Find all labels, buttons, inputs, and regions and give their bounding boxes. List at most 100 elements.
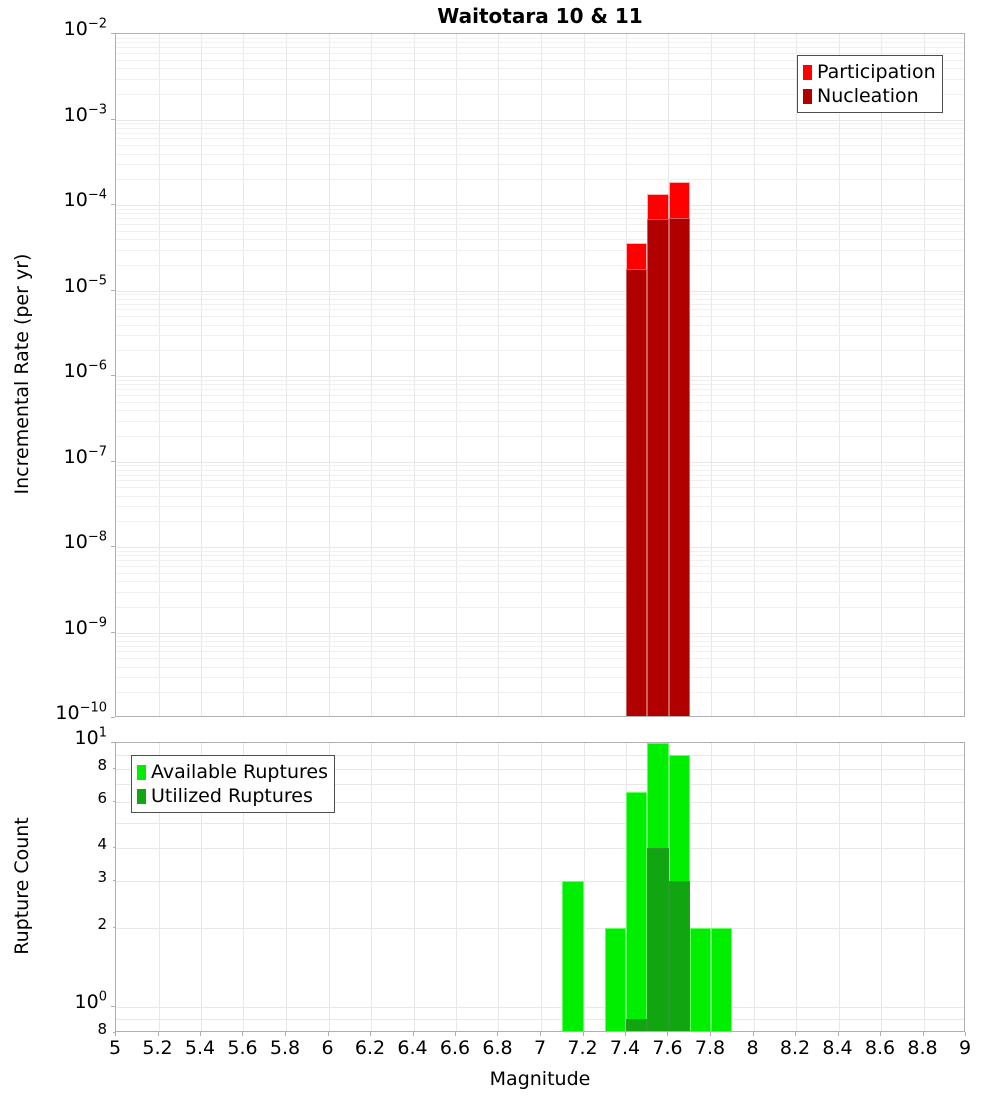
gridline-horizontal	[116, 755, 964, 756]
gridline-horizontal-minor	[116, 521, 964, 522]
gridline-vertical	[329, 34, 330, 716]
gridline-vertical	[371, 743, 372, 1031]
xtick-mark	[455, 1032, 456, 1036]
xtick-5.6: 5.6	[227, 1037, 258, 1059]
ytick-mark-minor	[113, 1032, 115, 1033]
ytick-exponent: −10	[79, 700, 107, 716]
ytick-mark	[111, 33, 115, 34]
xtick-mark	[328, 1032, 329, 1036]
gridline-vertical	[754, 743, 755, 1031]
gridline-horizontal-minor	[116, 651, 964, 652]
gridline-horizontal-minor	[116, 79, 964, 80]
ytick-mantissa: 10	[74, 727, 99, 749]
gridline-vertical	[881, 743, 882, 1031]
ytick-exponent: 1	[98, 725, 107, 741]
gridline-vertical	[541, 743, 542, 1031]
gridline-vertical	[584, 34, 585, 716]
gridline-horizontal-minor	[116, 560, 964, 561]
bottom-ytick-1: 101	[7, 725, 107, 749]
top-ytick--9: 10−9	[7, 616, 107, 638]
gridline-horizontal-minor	[116, 239, 964, 240]
legend-label-available-ruptures: Available Ruptures	[151, 760, 328, 783]
top-legend[interactable]: Participation Nucleation	[797, 55, 943, 113]
gridline-vertical	[159, 34, 160, 716]
xtick-mark	[965, 1032, 966, 1036]
xtick-mark	[115, 1032, 116, 1036]
gridline-horizontal-minor	[116, 154, 964, 155]
xtick-6.8: 6.8	[482, 1037, 513, 1059]
gridline-horizontal-minor	[116, 389, 964, 390]
ytick-mark	[111, 461, 115, 462]
gridline-vertical	[796, 34, 797, 716]
gridline-vertical	[711, 34, 712, 716]
gridline-horizontal	[116, 802, 964, 803]
bar-nucleation-7.4	[626, 268, 648, 716]
xtick-8.4: 8.4	[822, 1037, 853, 1059]
gridline-horizontal-minor	[116, 475, 964, 476]
gridline-horizontal-minor	[116, 410, 964, 411]
gridline-horizontal	[116, 291, 964, 292]
legend-item-participation[interactable]: Participation	[803, 60, 936, 84]
gridline-vertical	[541, 34, 542, 716]
x-axis-label: Magnitude	[489, 1068, 591, 1090]
ytick-mark	[111, 742, 115, 743]
ytick-exponent: −8	[87, 529, 107, 545]
gridline-vertical	[456, 34, 457, 716]
bottom-legend[interactable]: Available Ruptures Utilized Ruptures	[131, 755, 335, 813]
gridline-horizontal	[116, 547, 964, 548]
ytick-mantissa: 10	[63, 274, 88, 297]
bar-available-7.3	[604, 927, 626, 1031]
ytick-mark	[111, 290, 115, 291]
ytick-mantissa: 10	[63, 103, 88, 126]
ytick-mark	[111, 546, 115, 547]
xtick-7.6: 7.6	[652, 1037, 683, 1059]
ytick-mantissa: 10	[63, 445, 88, 468]
gridline-vertical	[456, 743, 457, 1031]
gridline-horizontal-minor	[116, 551, 964, 552]
gridline-horizontal-minor	[116, 128, 964, 129]
gridline-horizontal-minor	[116, 316, 964, 317]
legend-item-available-ruptures[interactable]: Available Ruptures	[137, 760, 328, 784]
xtick-mark	[497, 1032, 498, 1036]
xtick-5.8: 5.8	[269, 1037, 301, 1059]
gridline-vertical	[159, 743, 160, 1031]
gridline-horizontal-minor	[116, 304, 964, 305]
bar-utilized-7.4	[626, 1019, 648, 1031]
xtick-6.6: 6.6	[439, 1037, 471, 1059]
gridline-vertical	[243, 743, 244, 1031]
gridline-horizontal	[116, 462, 964, 463]
utilized-ruptures-swatch	[137, 788, 146, 804]
xtick-6.2: 6.2	[354, 1037, 386, 1059]
xtick-mark	[625, 1032, 626, 1036]
xtick-mark	[413, 1032, 414, 1036]
bar-available-7.8	[711, 927, 733, 1031]
gridline-horizontal-minor	[116, 573, 964, 574]
ytick-mark	[111, 717, 115, 718]
gridline-horizontal-minor	[116, 555, 964, 556]
gridline-horizontal-minor	[116, 179, 964, 180]
gridline-horizontal	[116, 928, 964, 929]
gridline-horizontal-minor	[116, 325, 964, 326]
gridline-vertical	[796, 743, 797, 1031]
xtick-mark	[710, 1032, 711, 1036]
gridline-horizontal-minor	[116, 436, 964, 437]
ytick-exponent: −7	[87, 444, 107, 460]
xtick-8.8: 8.8	[907, 1037, 938, 1059]
legend-item-nucleation[interactable]: Nucleation	[803, 84, 936, 108]
xtick-mark	[880, 1032, 881, 1036]
ytick-mantissa: 10	[63, 18, 88, 40]
xtick-8.6: 8.6	[864, 1037, 896, 1059]
xtick-5.2: 5.2	[142, 1037, 173, 1059]
gridline-horizontal-minor	[116, 470, 964, 471]
gridline-horizontal-minor	[116, 395, 964, 396]
gridline-horizontal-minor	[116, 658, 964, 659]
xtick-mark	[923, 1032, 924, 1036]
ytick-mark-minor	[113, 927, 115, 928]
gridline-horizontal-minor	[116, 209, 964, 210]
incremental-rate-plot	[115, 33, 965, 717]
ytick-mark	[111, 119, 115, 120]
xtick-mark	[753, 1032, 754, 1036]
xtick-mark	[795, 1032, 796, 1036]
legend-item-utilized-ruptures[interactable]: Utilized Ruptures	[137, 784, 328, 808]
xtick-mark	[583, 1032, 584, 1036]
